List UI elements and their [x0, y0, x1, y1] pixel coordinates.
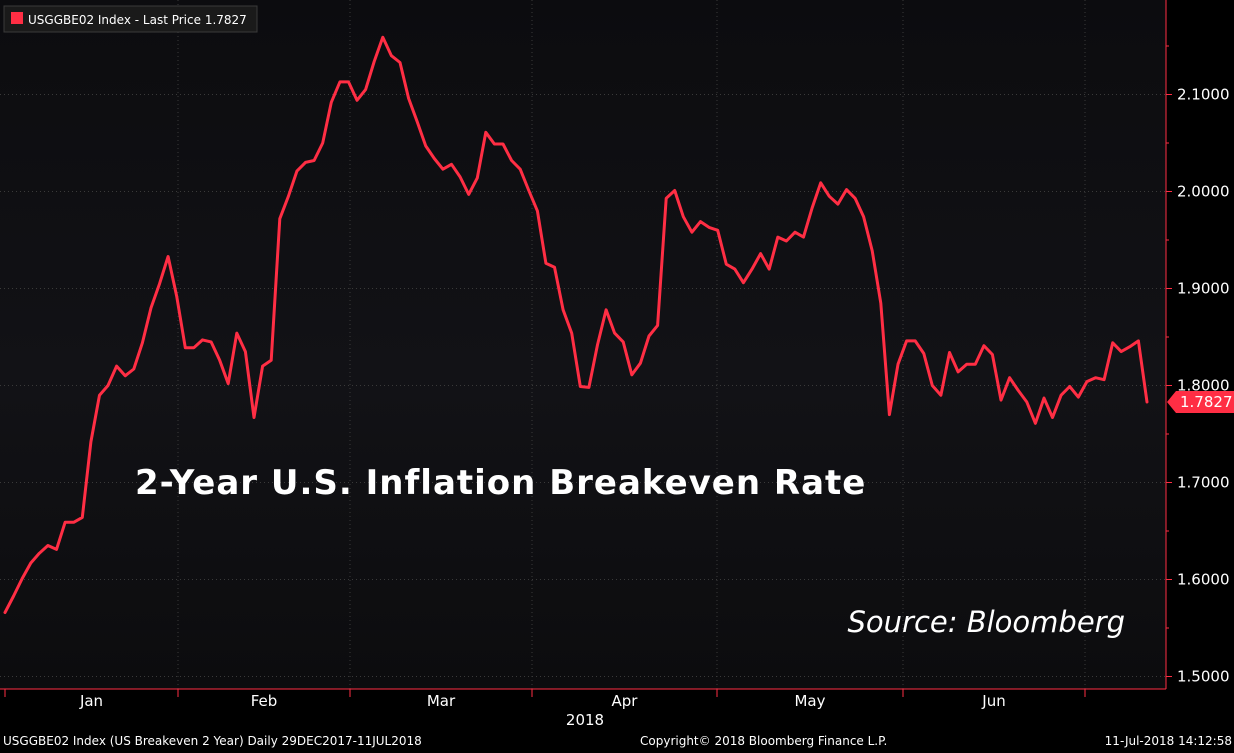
- legend-box: [3, 5, 258, 33]
- legend-series-name: USGGBE02 Index: [28, 13, 131, 27]
- legend-last-price-label: Last Price: [143, 13, 201, 27]
- last-value-tag-text: 1.7827: [1180, 393, 1233, 411]
- legend: USGGBE02 Index - Last Price 1.7827: [3, 5, 258, 33]
- y-tick-label-6: 2.1000: [1177, 86, 1230, 104]
- x-axis-year-label: 2018: [566, 711, 604, 729]
- x-tick-label-may: May: [794, 692, 825, 710]
- x-axis-ticks: Jan Feb Mar Apr May Jun: [4, 689, 1086, 710]
- last-value-tag: 1.7827: [1167, 391, 1234, 413]
- plot-area: [0, 0, 1166, 689]
- x-tick-label-jun: Jun: [981, 692, 1005, 710]
- y-tick-label-1: 1.6000: [1177, 571, 1230, 589]
- series-line-usggbe02: [3, 35, 1149, 614]
- chart-title: 2-Year U.S. Inflation Breakeven Rate: [135, 463, 866, 503]
- legend-text: USGGBE02 Index - Last Price 1.7827: [28, 13, 247, 27]
- legend-last-price-value: 1.7827: [205, 13, 247, 27]
- y-tick-label-5: 2.0000: [1177, 183, 1230, 201]
- last-value-tag-arrow: [1167, 391, 1176, 413]
- legend-swatch: [11, 12, 23, 24]
- x-tick-label-apr: Apr: [612, 692, 639, 710]
- footer-center: Copyright© 2018 Bloomberg Finance L.P.: [640, 734, 887, 748]
- footer-left: USGGBE02 Index (US Breakeven 2 Year) Dai…: [3, 734, 422, 748]
- month-grid-lines: [177, 0, 1086, 689]
- x-tick-label-feb: Feb: [251, 692, 278, 710]
- x-tick-label-jan: Jan: [79, 692, 103, 710]
- y-tick-label-4: 1.9000: [1177, 280, 1230, 298]
- last-value-tag-bg: [1176, 391, 1234, 413]
- y-axis-ticks: 1.5000 1.6000 1.7000 1.8000 1.9000 2.0000 2.10…: [1166, 45, 1230, 686]
- footer-right: 11-Jul-2018 14:12:58: [1105, 734, 1232, 748]
- footer: USGGBE02 Index (US Breakeven 2 Year) Dai…: [3, 734, 1232, 748]
- y-tick-label-0: 1.5000: [1177, 668, 1230, 686]
- y-tick-label-3: 1.8000: [1177, 377, 1230, 395]
- source-annotation: Source: Bloomberg: [848, 605, 1126, 639]
- x-tick-label-mar: Mar: [427, 692, 456, 710]
- y-tick-label-2: 1.7000: [1177, 474, 1230, 492]
